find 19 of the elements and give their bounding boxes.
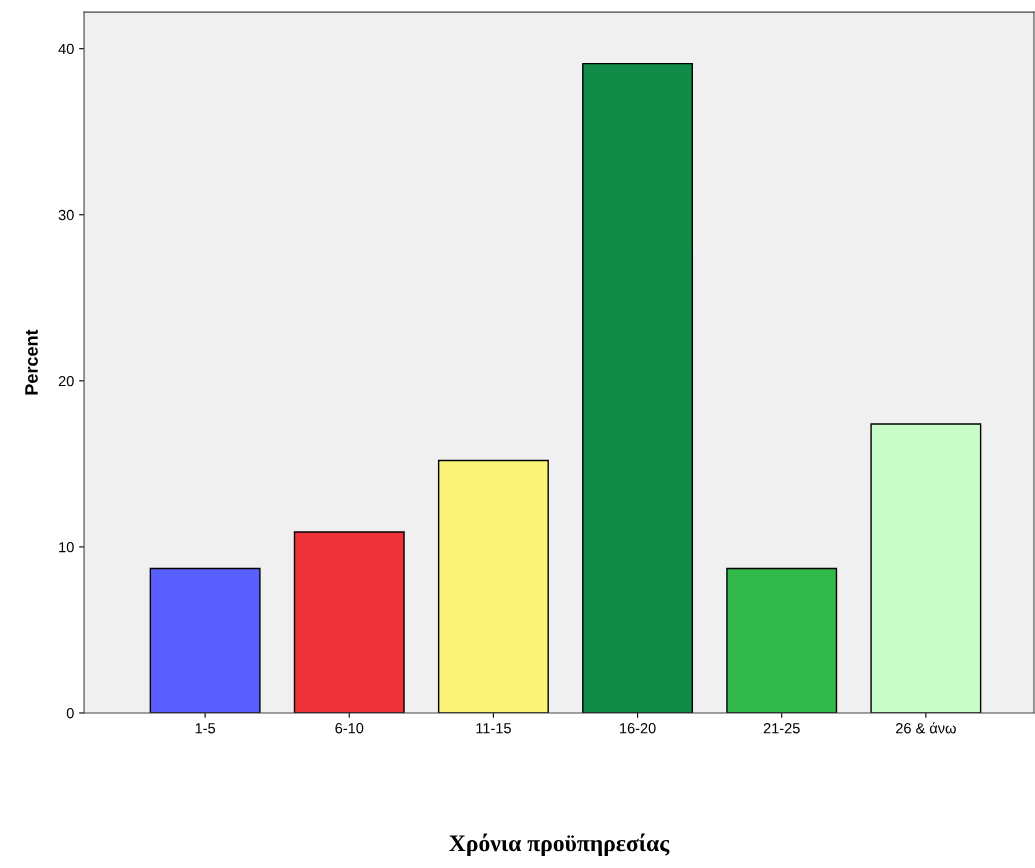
bar bbox=[149, 567, 261, 713]
bar bbox=[726, 567, 838, 713]
x-tick-label: 11-15 bbox=[476, 723, 511, 734]
y-tick-label: 30 bbox=[58, 209, 74, 221]
bar bbox=[582, 62, 694, 713]
x-tick-label: 21-25 bbox=[763, 723, 800, 734]
x-tick-label: 26 & άνω bbox=[896, 722, 956, 734]
y-tick-label: 20 bbox=[58, 375, 74, 387]
bar bbox=[437, 459, 549, 713]
x-tick-label: 16-20 bbox=[620, 723, 656, 734]
y-tick-label: 0 bbox=[66, 708, 74, 719]
bar bbox=[870, 423, 982, 713]
x-tick-label: 6-10 bbox=[335, 723, 364, 734]
x-axis-title: Χρόνια προϋπηρεσίας bbox=[449, 833, 670, 857]
bar bbox=[293, 531, 405, 713]
y-tick-label: 40 bbox=[58, 43, 74, 55]
y-axis-title: Percent bbox=[25, 329, 38, 395]
y-tick-label: 10 bbox=[59, 542, 74, 553]
x-tick-label: 1-5 bbox=[195, 723, 216, 734]
